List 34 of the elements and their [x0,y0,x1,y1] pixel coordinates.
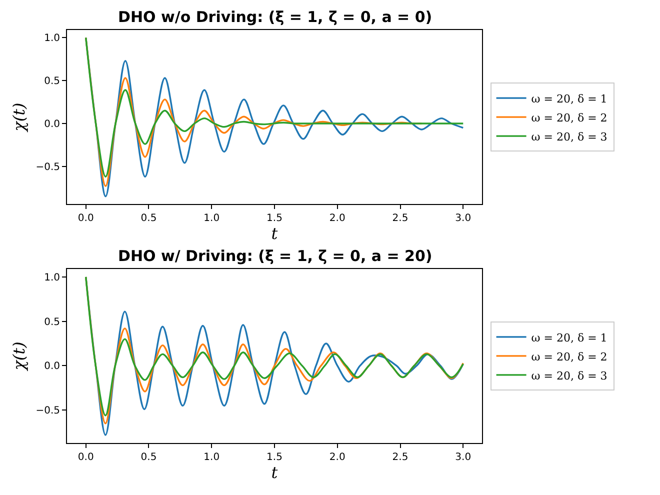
legend-label: ω = 20, δ = 1 [531,331,608,344]
x-tick-label: 2.5 [392,452,408,463]
y-axis-title: χ(t) [10,102,29,132]
x-tick-label: 1.5 [266,452,282,463]
x-tick-label: 0.0 [78,452,94,463]
y-tick-label: 0.0 [44,361,60,372]
x-tick-label: 0.0 [78,213,94,224]
y-tick-label: 0.5 [44,76,60,88]
legend-label: ω = 20, δ = 3 [531,369,608,382]
x-tick-label: 0.5 [140,213,157,224]
legend-label: ω = 20, δ = 1 [531,92,608,106]
x-tick-label: 2.5 [392,213,408,224]
y-tick-label: −0.5 [36,162,60,173]
x-tick-label: 3.0 [455,452,472,463]
y-tick-label: 1.0 [44,272,60,284]
x-tick-label: 1.0 [204,452,220,463]
x-tick-label: 1.5 [266,213,282,224]
x-axis-title: t [271,224,278,244]
y-tick-label: 1.0 [44,33,60,44]
x-tick-label: 2.0 [329,452,346,463]
chart-title: DHO w/ Driving: (ξ = 1, ζ = 0, a = 20) [118,247,432,265]
chart-title: DHO w/o Driving: (ξ = 1, ζ = 0, a = 0) [118,8,432,26]
legend-label: ω = 20, δ = 2 [531,350,608,364]
y-tick-label: 0.0 [44,118,60,130]
y-tick-label: −0.5 [36,406,60,417]
y-axis-title: χ(t) [10,342,29,372]
x-tick-label: 0.5 [140,452,157,463]
legend-label: ω = 20, δ = 2 [531,111,608,124]
legend-label: ω = 20, δ = 3 [531,130,608,144]
x-axis-title: t [271,463,278,482]
x-tick-label: 3.0 [455,213,472,224]
x-tick-label: 2.0 [329,213,346,224]
x-tick-label: 1.0 [204,213,220,224]
y-tick-label: 0.5 [44,316,60,328]
